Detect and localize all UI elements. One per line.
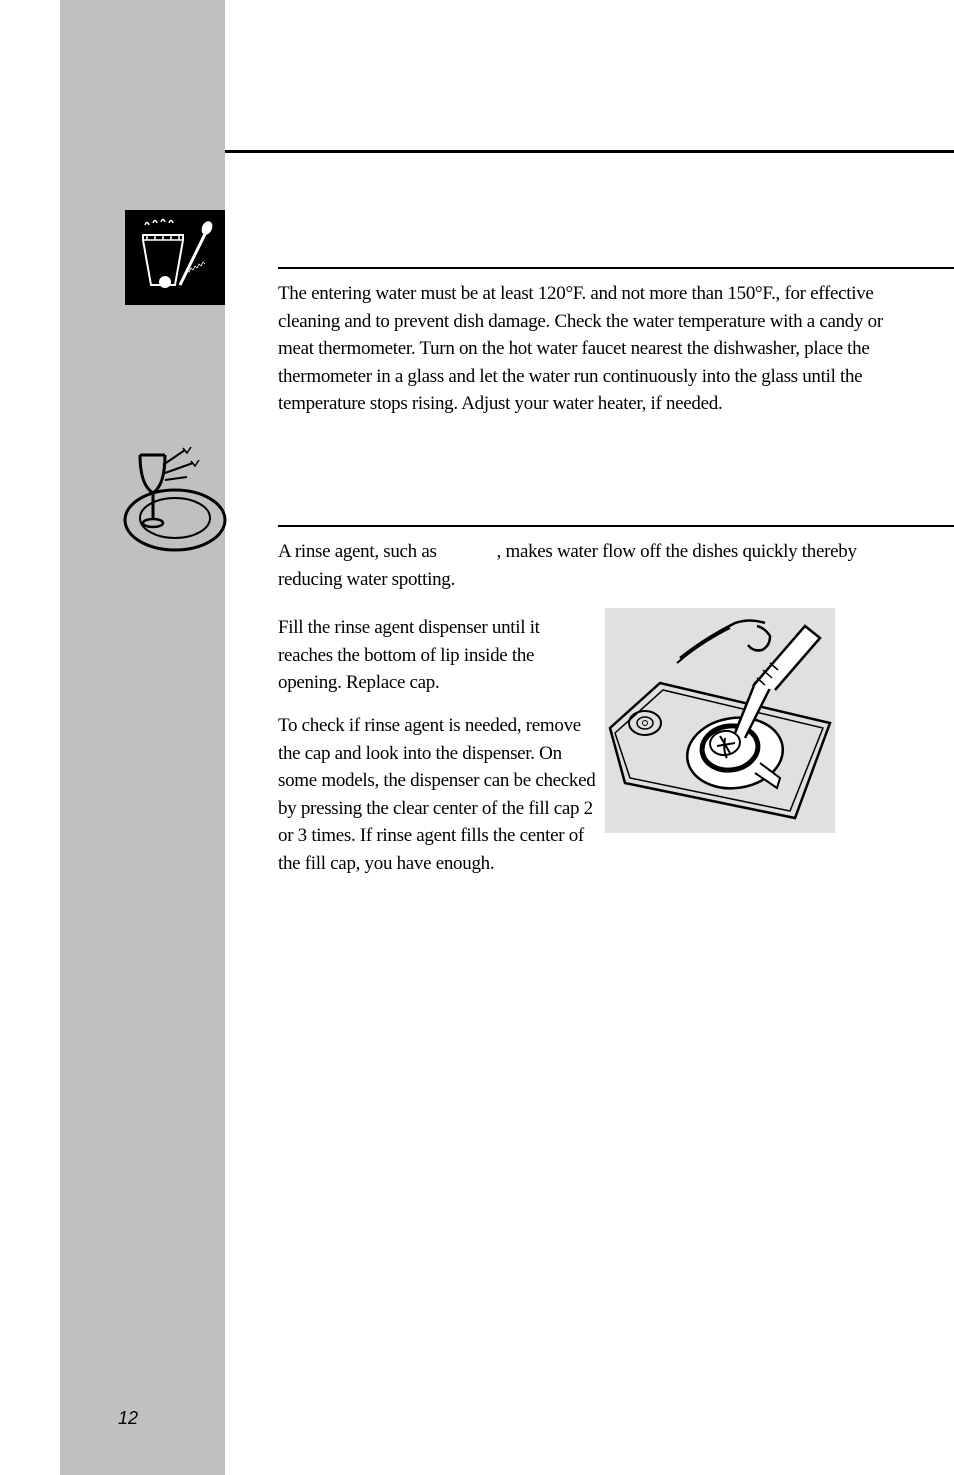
- rinse-agent-intro: A rinse agent, such as, makes water flow…: [278, 538, 894, 593]
- intro-part1: A rinse agent, such as: [278, 541, 437, 562]
- check-rinse-paragraph: To check if rinse agent is needed, remov…: [278, 712, 598, 877]
- page-number: 12: [118, 1408, 138, 1429]
- fill-dispenser-paragraph: Fill the rinse agent dispenser until it …: [278, 614, 598, 697]
- water-temp-paragraph: The entering water must be at least 120°…: [278, 280, 894, 418]
- main-horizontal-rule: [225, 150, 954, 153]
- section-rule-1: [278, 267, 954, 269]
- glass-thermometer-icon: [125, 210, 225, 305]
- section-rule-2: [278, 525, 954, 527]
- wineglass-plate-icon: [115, 445, 230, 555]
- dispenser-illustration: [605, 608, 835, 833]
